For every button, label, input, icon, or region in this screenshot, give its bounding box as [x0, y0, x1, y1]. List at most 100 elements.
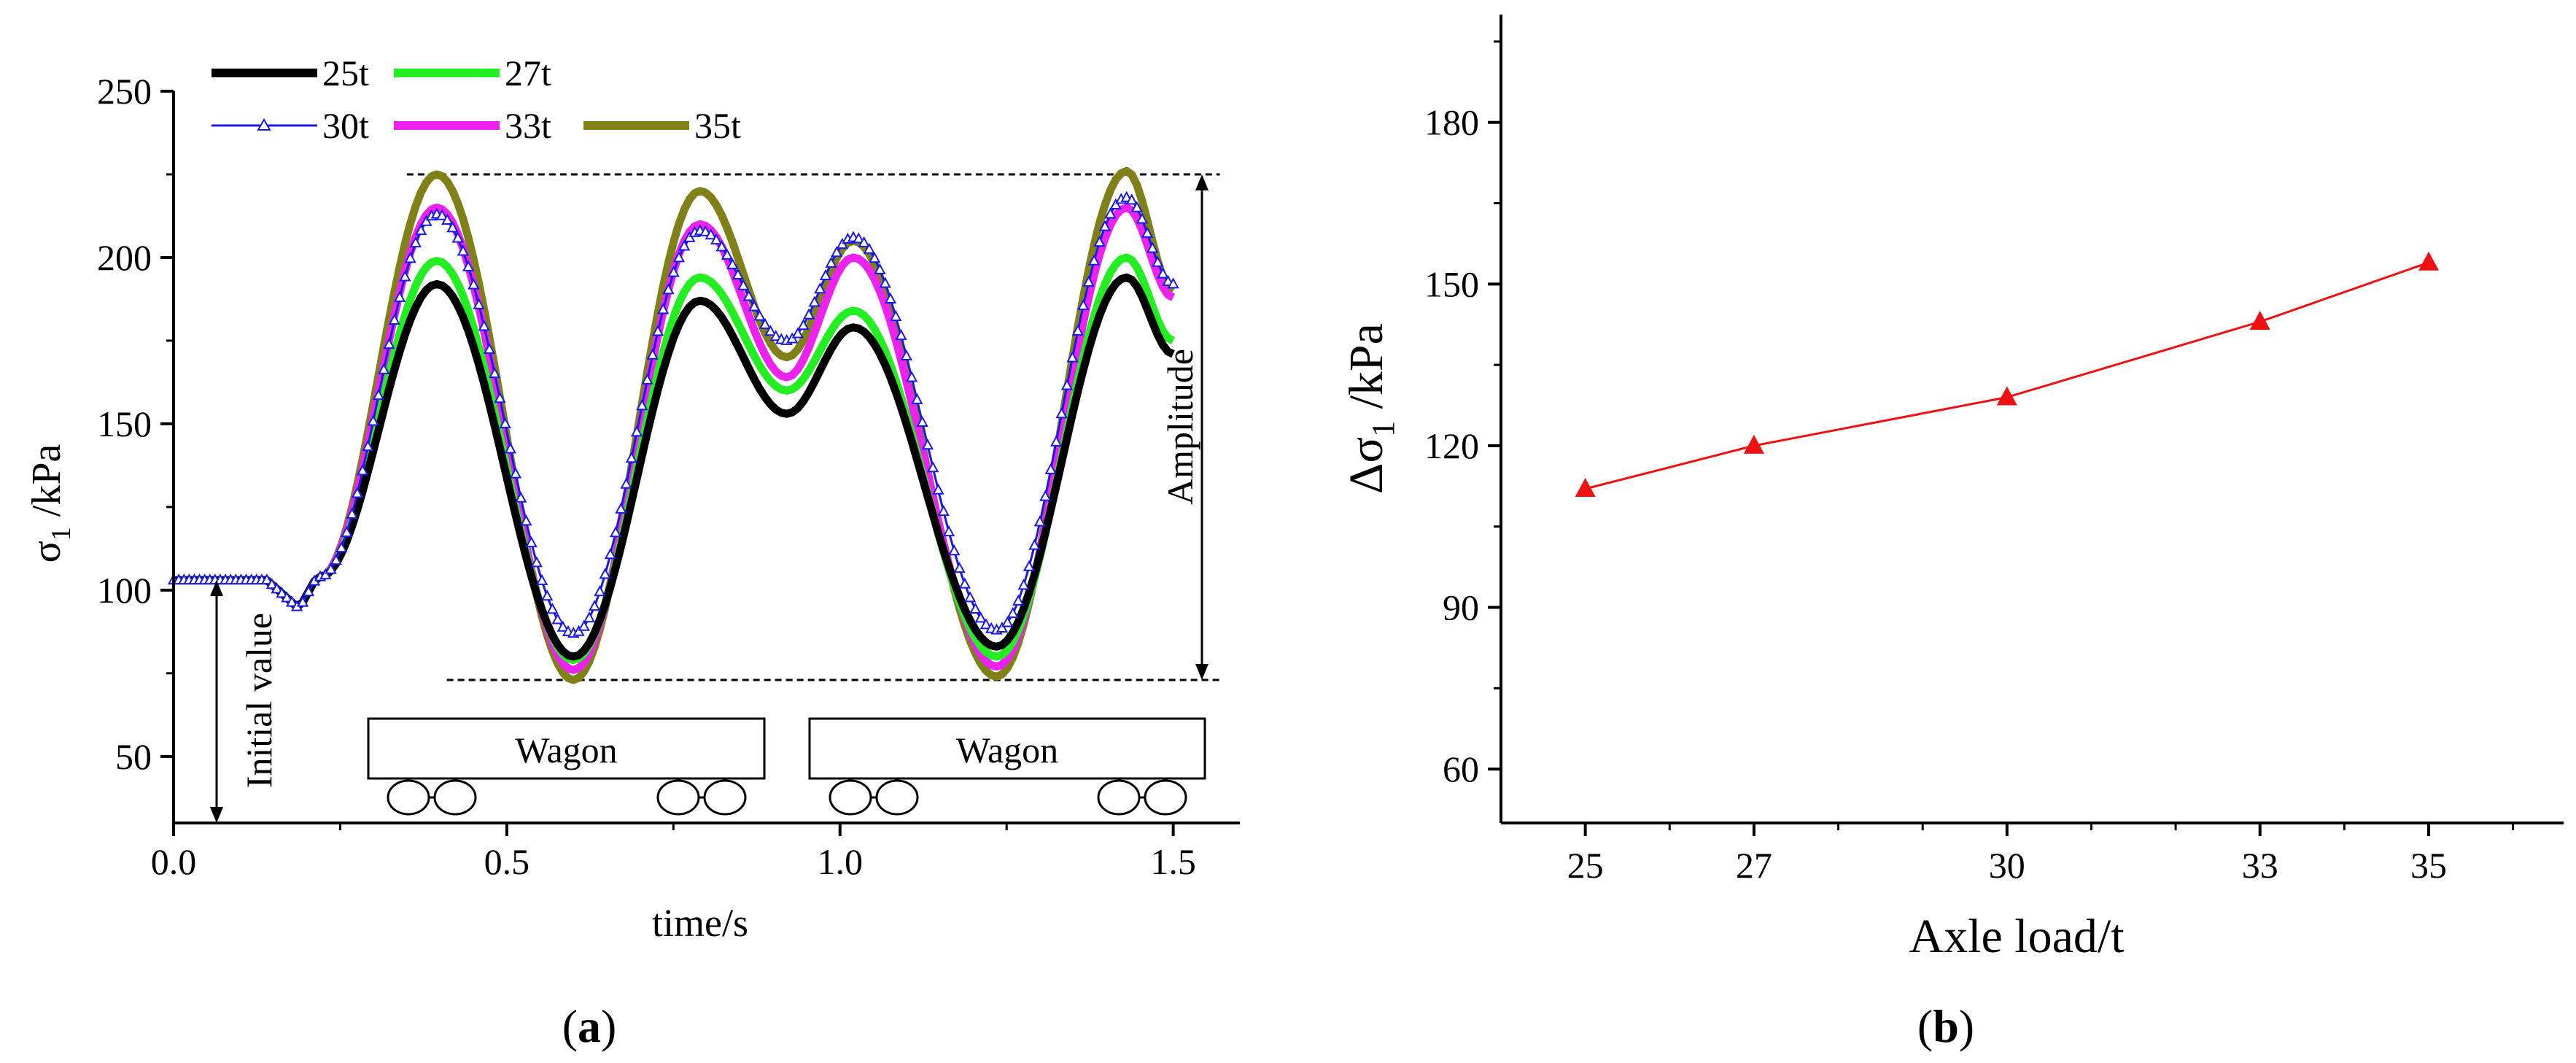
x-tick-label-b: 25 — [1567, 845, 1604, 886]
legend: 25t 27t 30t 33t 35t — [212, 53, 741, 146]
wagon-label: Wagon — [956, 730, 1058, 770]
series-marker-30t — [435, 209, 449, 220]
legend-label: 25t — [322, 53, 369, 93]
series-marker-30t — [615, 502, 627, 514]
series-marker-30t — [791, 327, 804, 339]
series-marker-30t — [921, 438, 934, 450]
series-marker-30t — [858, 236, 870, 247]
panel-label-b: (b) — [1917, 1000, 1974, 1052]
series-marker-30t — [504, 442, 516, 454]
amplitude-arrow — [1195, 174, 1209, 680]
y-axis-label-a: σ1 /kPa — [24, 444, 77, 563]
series-marker-30t — [721, 248, 734, 260]
series-marker-30t — [378, 363, 390, 374]
series-marker-30t — [351, 487, 364, 498]
series-marker-30t — [276, 587, 288, 598]
series-marker-30t — [1109, 198, 1122, 209]
series-marker-30t — [589, 600, 601, 611]
axle-load-series — [1575, 251, 2439, 498]
series-marker-30t — [831, 246, 843, 258]
legend-entry-30t: 30t — [212, 105, 369, 146]
legend-entry-25t: 25t — [212, 53, 369, 93]
series-marker-30t — [926, 461, 939, 473]
series-marker-30t — [911, 393, 923, 404]
arrow-head-down — [1195, 663, 1209, 680]
y-tick-label-b: 90 — [1443, 587, 1479, 628]
series-marker-30t — [372, 389, 385, 401]
series-marker-30t — [578, 619, 590, 631]
y-tick-label-a: 150 — [97, 403, 152, 444]
series-marker-30t — [884, 292, 897, 304]
series-marker-30t — [710, 233, 723, 245]
legend-label: 27t — [505, 53, 551, 93]
data-point-33 — [2249, 311, 2270, 331]
series-marker-30t — [979, 618, 993, 630]
series-marker-30t — [937, 505, 950, 517]
panel-b-axes: 25 27 30 33 35 60 90 120 150 180 — [1424, 15, 2564, 886]
series-marker-30t — [963, 591, 977, 603]
legend-marker — [257, 117, 271, 131]
wagon-2: Wagon — [808, 717, 1206, 816]
amplitude-reference-lines — [406, 173, 1220, 681]
series-marker-30t — [853, 232, 865, 244]
series-marker-30t — [271, 582, 283, 594]
x-tick-label-b: 27 — [1736, 845, 1772, 886]
x-tick-label-b: 30 — [1989, 845, 2025, 886]
legend-label: 35t — [694, 105, 741, 146]
series-marker-30t — [325, 563, 337, 574]
series-marker-30t — [335, 541, 348, 553]
series-marker-30t — [546, 603, 559, 614]
series-marker-30t — [281, 591, 293, 603]
series-marker-30t — [819, 268, 832, 280]
series-marker-30t — [874, 263, 886, 274]
series-marker-30t — [1039, 490, 1052, 501]
series-line-25t — [174, 273, 1175, 661]
series-marker-30t — [462, 260, 475, 271]
series-marker-30t — [399, 270, 411, 282]
y-tick-label-b: 180 — [1424, 102, 1479, 143]
series-marker-30t — [1141, 226, 1154, 238]
series-marker-30t — [535, 573, 548, 585]
series-marker-30t — [786, 332, 799, 344]
series-marker-30t — [1033, 515, 1047, 527]
series-marker-30t — [409, 236, 422, 248]
series-marker-30t — [900, 349, 912, 361]
series-marker-30t — [797, 319, 810, 331]
panel-b-chart: 25 27 30 33 35 60 90 120 150 180 Axle load/t Δσ1 … — [1340, 15, 2564, 1052]
x-tick-label-b: 33 — [2242, 845, 2278, 886]
x-tick-label-a: 0.0 — [151, 841, 197, 882]
series-marker-30t — [296, 595, 309, 607]
series-marker-30t — [499, 417, 511, 428]
series-marker-30t — [802, 308, 815, 320]
series-marker-30t — [737, 279, 750, 290]
series-marker-30t — [932, 483, 944, 495]
series-marker-30t — [641, 373, 653, 384]
wheel — [1097, 779, 1141, 816]
series-marker-30t — [489, 367, 501, 379]
legend-label: 30t — [322, 105, 369, 146]
series-lines — [167, 166, 1179, 684]
series-marker-30t — [662, 283, 675, 295]
series-marker-30t — [753, 309, 766, 321]
series-marker-30t — [468, 278, 480, 290]
series-marker-30t — [509, 467, 522, 479]
series-marker-30t — [1147, 241, 1159, 253]
series-marker-30t — [1077, 298, 1090, 311]
arrow-head-up — [1195, 174, 1209, 190]
x-tick-label-a: 0.5 — [484, 841, 530, 882]
series-marker-30t — [646, 348, 659, 360]
axle-load-line — [1585, 261, 2429, 490]
series-marker-30t — [836, 237, 848, 250]
legend-label: 33t — [505, 105, 551, 146]
wheel — [875, 779, 919, 816]
series-marker-30t — [1050, 435, 1063, 447]
series-marker-30t — [953, 562, 966, 573]
series-marker-30t — [1012, 594, 1025, 606]
series-marker-30t — [583, 611, 596, 623]
x-axis-label-a: time/s — [652, 901, 748, 945]
series-30t — [167, 190, 1179, 638]
series-marker-30t — [441, 213, 454, 225]
wagon-body — [808, 717, 1206, 780]
series-marker-30t — [699, 225, 712, 236]
